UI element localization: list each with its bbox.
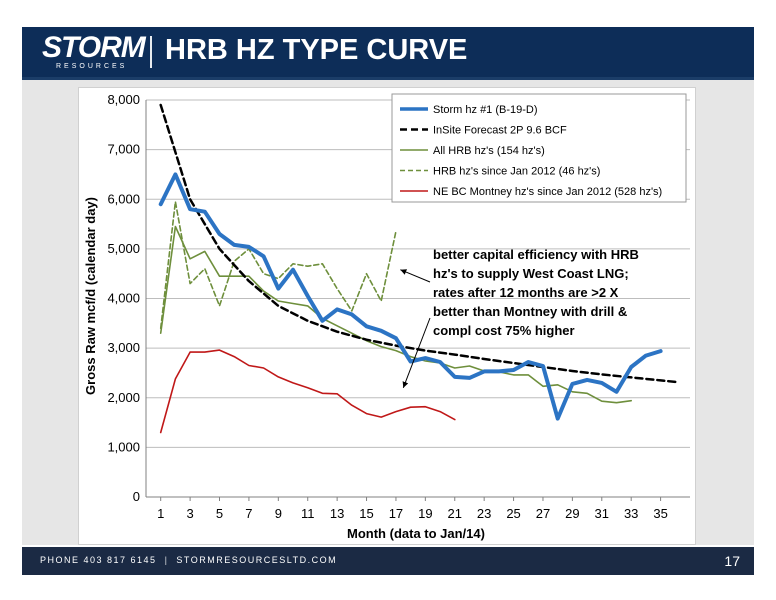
legend-box <box>391 93 687 203</box>
annotation-line: compl cost 75% higher <box>433 323 575 338</box>
annotation: better capital efficiency with HRB hz's t… <box>400 247 639 389</box>
y-tick-label: 0 <box>133 489 140 504</box>
footer-phone: PHONE 403 817 6145 <box>40 555 157 565</box>
x-tick-label: 13 <box>330 506 344 521</box>
x-tick-label: 31 <box>595 506 609 521</box>
footer-contact: PHONE 403 817 6145 | STORMRESOURCESLTD.COM <box>40 556 337 565</box>
x-tick-label: 17 <box>389 506 403 521</box>
y-tick-label: 1,000 <box>107 439 140 454</box>
annotation-line: better capital efficiency with HRB <box>433 247 639 262</box>
x-tick-label: 29 <box>565 506 579 521</box>
page-number: 17 <box>724 553 740 569</box>
annotation-line: hz's to supply West Coast LNG; <box>433 266 629 281</box>
legend-label: All HRB hz's (154 hz's) <box>433 145 545 157</box>
x-tick-label: 11 <box>301 506 315 521</box>
x-tick-label: 7 <box>245 506 252 521</box>
y-tick-label: 2,000 <box>107 390 140 405</box>
footer-bar <box>22 547 754 575</box>
x-tick-label: 25 <box>506 506 520 521</box>
legend-label: InSite Forecast 2P 9.6 BCF <box>433 125 567 137</box>
x-tick-label: 21 <box>448 506 462 521</box>
x-tick-label: 23 <box>477 506 491 521</box>
series-line-0 <box>158 172 663 421</box>
slide-title: HRB HZ TYPE CURVE <box>165 34 468 66</box>
x-tick-label: 35 <box>653 506 667 521</box>
y-axis-title: Gross Raw mcf/d (calendar day) <box>83 197 98 395</box>
x-tick-label: 5 <box>216 506 223 521</box>
legend-label: HRB hz's since Jan 2012 (46 hz's) <box>433 166 600 178</box>
series-line-3 <box>159 200 397 330</box>
x-tick-label: 27 <box>536 506 550 521</box>
header-divider <box>22 77 754 80</box>
logo-divider <box>150 36 152 68</box>
series-line-4 <box>159 349 456 434</box>
y-tick-label: 6,000 <box>107 191 140 206</box>
y-tick-label: 5,000 <box>107 241 140 256</box>
axes: 0 1,000 2,000 3,000 4,000 5,000 6,000 7,000 8,00… <box>107 92 690 521</box>
annotation-arrow <box>402 317 431 389</box>
footer-separator: | <box>164 555 169 565</box>
x-tick-label: 1 <box>157 506 164 521</box>
x-tick-label: 15 <box>359 506 373 521</box>
y-tick-label: 7,000 <box>107 142 140 157</box>
x-tick-label: 33 <box>624 506 638 521</box>
company-logo: STORM <box>42 31 146 64</box>
legend-label: NE BC Montney hz's since Jan 2012 (528 h… <box>433 186 662 198</box>
series-line-2 <box>159 225 633 404</box>
footer-website[interactable]: STORMRESOURCESLTD.COM <box>176 555 338 565</box>
legend-label: Storm hz #1 (B-19-D) <box>433 104 538 116</box>
series-line-1 <box>159 103 677 384</box>
company-logo-subtext: RESOURCES <box>56 63 128 70</box>
x-tick-label: 9 <box>275 506 282 521</box>
y-tick-label: 4,000 <box>107 291 140 306</box>
y-tick-label: 3,000 <box>107 340 140 355</box>
header-bar <box>22 27 754 77</box>
y-tick-label: 8,000 <box>107 92 140 107</box>
legend: Storm hz #1 (B-19-D) InSite Forecast 2P 9… <box>391 93 687 203</box>
x-tick-label: 3 <box>186 506 193 521</box>
annotation-line: rates after 12 months are >2 X <box>433 285 619 300</box>
series-lines <box>158 103 677 434</box>
annotation-line: better than Montney with drill & <box>433 304 627 319</box>
annotation-arrow <box>400 269 431 283</box>
x-axis-title: Month (data to Jan/14) <box>347 526 485 541</box>
x-tick-label: 19 <box>418 506 432 521</box>
